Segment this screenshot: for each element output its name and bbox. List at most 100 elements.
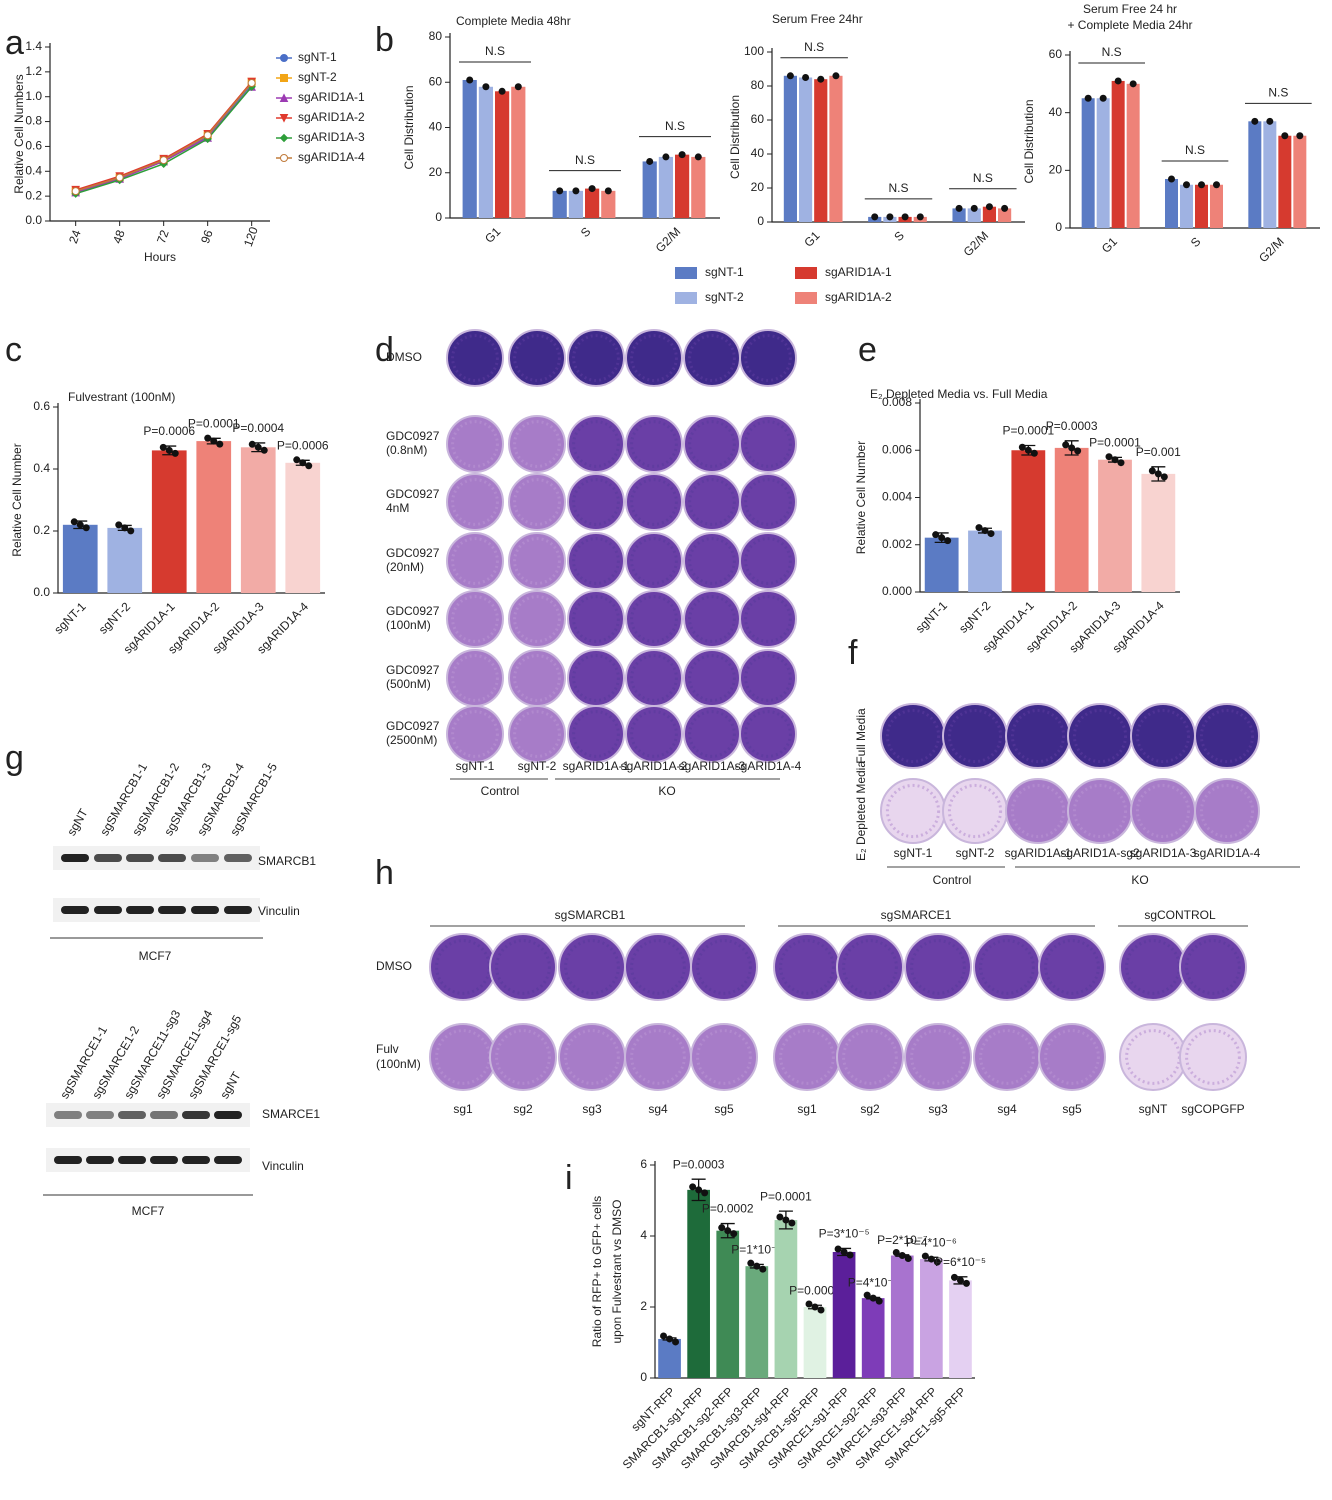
p-value: P=0.0001 [1002,424,1054,438]
plate-well [1067,778,1133,844]
bar-point [817,1306,825,1314]
panel-label: h [375,854,394,892]
bar-point [933,1258,941,1266]
y-axis-label: Relative Cell Number [10,443,24,556]
plate-well [567,329,625,387]
bar-point [70,518,78,526]
y-tick-label: 40 [1049,105,1063,119]
marker [279,93,289,102]
bar-point [672,1338,680,1346]
x-axis-label: Hours [144,250,176,264]
legend-label: sgARID1A-1 [825,265,892,279]
bar-point [1062,441,1070,449]
bar-point [970,204,978,212]
bar-point [1198,181,1205,189]
y-tick-label: 1.4 [25,39,42,53]
y-tick-label: 20 [751,180,765,194]
legend-label: sgARID1A-2 [298,110,365,124]
bar [783,75,797,222]
plate-texture [1044,939,1100,995]
y-tick-label: 0 [640,1370,647,1384]
bar [462,79,477,218]
bar [585,188,600,218]
bar [196,441,232,593]
plate-well [1179,1023,1247,1091]
blot-band [86,1111,114,1119]
y-tick-label: 60 [1049,47,1063,61]
x-tick-label: sgNT-2 [96,599,133,636]
bar-point [1168,175,1175,183]
lane-label: sgSMARCE11-sg3 [121,1007,183,1101]
row-label: GDC0927 [386,663,440,677]
plate-well [1038,933,1106,1001]
bar-point [466,76,474,84]
bar-point [572,187,580,195]
column-label: sgNT-2 [956,846,995,860]
plate-well [683,473,741,531]
plate-well [508,532,566,590]
plate-texture [564,1029,620,1085]
y-tick-label: 0.008 [882,395,912,409]
plate-texture [696,939,752,995]
bar-point [892,1249,900,1257]
bar [798,77,813,222]
plate-texture [744,478,792,526]
plate-texture [779,939,835,995]
plate-well [489,933,557,1001]
significance-label: N.S [485,44,505,58]
column-label: sg1 [453,1102,473,1116]
bar [675,154,690,218]
series-line [75,83,253,192]
bar [967,208,981,222]
bar [952,208,966,222]
bar-point [695,1186,703,1194]
blot-band [191,854,219,862]
plate-texture [1010,783,1066,839]
bar-point [1018,443,1026,451]
bar-point [981,527,989,535]
plate-well [1130,778,1196,844]
bar-point [1001,204,1009,212]
row-label: E₂ Depleted Media [854,761,868,861]
plate-texture [744,334,792,382]
plate-texture [564,939,620,995]
y-tick-label: 0.002 [882,537,912,551]
x-tick-label: sgNT-1 [913,598,950,635]
bar [1098,459,1132,592]
panel-label: e [858,331,877,369]
plate-well [446,329,504,387]
plate-well [446,649,504,707]
y-tick-label: 0.4 [33,461,50,475]
column-label: sg3 [928,1102,948,1116]
bar [745,1266,769,1378]
p-value: P=0.0001 [760,1189,812,1203]
panel-label: c [5,331,22,369]
plate-texture [842,1029,898,1085]
column-label: sgNT-1 [894,846,933,860]
plate-texture [451,537,499,585]
row-label: (500nM) [386,677,431,691]
band-label: SMARCE1 [262,1107,320,1121]
marker [280,74,288,82]
bar-point [962,1279,970,1287]
marker [247,79,256,88]
y-axis-label: upon Fulvestrant vs DMSO [610,1199,624,1343]
column-label: sgARID1A-4 [1194,846,1261,860]
bar-point [1117,459,1125,467]
bar-point [718,1224,726,1232]
marker [159,156,168,165]
plate-well [625,532,683,590]
bar-point [305,462,313,470]
plate-well [942,703,1008,769]
plate-texture [1199,783,1255,839]
legend-label: sgARID1A-4 [298,150,365,164]
bar-point [248,440,256,448]
bar-point [786,72,794,80]
column-label: sgARID1A-1 [563,759,630,773]
bar-point [482,83,490,91]
bar-point [904,1255,912,1263]
panel-label: i [565,1159,573,1197]
bar-point [646,157,654,165]
bar-point [1183,181,1190,189]
bar [982,206,997,222]
